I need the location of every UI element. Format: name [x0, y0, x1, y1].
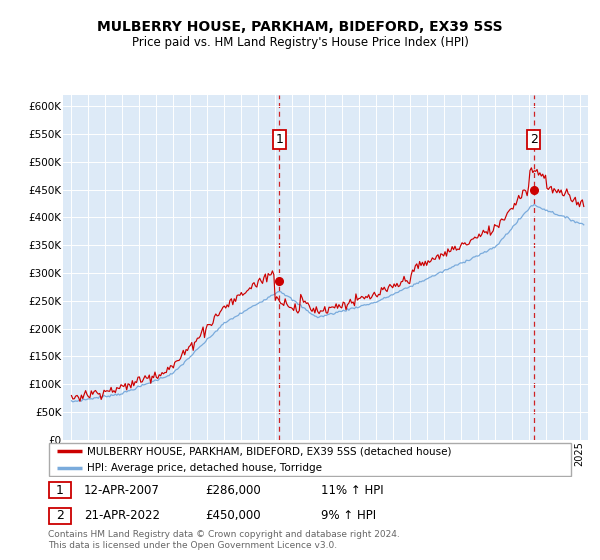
- Text: MULBERRY HOUSE, PARKHAM, BIDEFORD, EX39 5SS (detached house): MULBERRY HOUSE, PARKHAM, BIDEFORD, EX39 …: [88, 446, 452, 456]
- Text: MULBERRY HOUSE, PARKHAM, BIDEFORD, EX39 5SS: MULBERRY HOUSE, PARKHAM, BIDEFORD, EX39 …: [97, 20, 503, 34]
- Text: 21-APR-2022: 21-APR-2022: [84, 509, 160, 522]
- Text: 11% ↑ HPI: 11% ↑ HPI: [321, 484, 383, 497]
- Text: 12-APR-2007: 12-APR-2007: [84, 484, 160, 497]
- Text: 2: 2: [56, 509, 64, 522]
- Text: Contains HM Land Registry data © Crown copyright and database right 2024.
This d: Contains HM Land Registry data © Crown c…: [48, 530, 400, 550]
- Text: 1: 1: [275, 133, 283, 146]
- Text: HPI: Average price, detached house, Torridge: HPI: Average price, detached house, Torr…: [88, 463, 322, 473]
- FancyBboxPatch shape: [49, 482, 71, 498]
- FancyBboxPatch shape: [527, 130, 540, 150]
- Text: 2: 2: [530, 133, 538, 146]
- Text: Price paid vs. HM Land Registry's House Price Index (HPI): Price paid vs. HM Land Registry's House …: [131, 36, 469, 49]
- Text: 9% ↑ HPI: 9% ↑ HPI: [321, 509, 376, 522]
- Text: £286,000: £286,000: [205, 484, 261, 497]
- FancyBboxPatch shape: [49, 442, 571, 477]
- FancyBboxPatch shape: [273, 130, 286, 150]
- Text: £450,000: £450,000: [205, 509, 261, 522]
- Text: 1: 1: [56, 484, 64, 497]
- FancyBboxPatch shape: [49, 508, 71, 524]
